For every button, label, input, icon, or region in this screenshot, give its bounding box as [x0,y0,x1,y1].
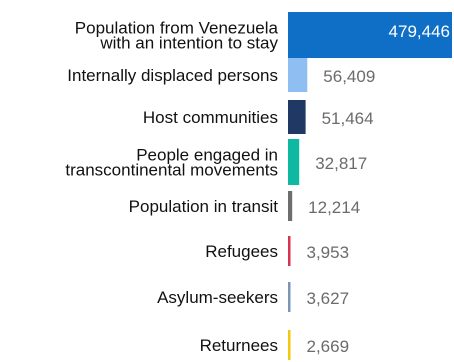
bar-5 [288,191,293,221]
value-label-3: 51,464 [322,109,374,128]
bar-2 [288,58,308,92]
bar-4 [288,139,300,185]
value-label-8: 2,669 [307,337,350,356]
bar-8 [288,330,291,360]
category-label-4: People engaged in transcontinental moveme… [65,146,278,180]
category-label-2: Internally displaced persons [67,66,278,85]
category-label-8: Returnees [200,336,278,355]
value-label-5: 12,214 [308,198,360,217]
bar-6 [288,236,291,266]
bar-1 [288,12,452,58]
category-label-7: Asylum-seekers [157,288,278,307]
category-label-3: Host communities [143,108,278,127]
value-label-2: 56,409 [323,67,375,86]
value-label-6: 3,953 [307,243,350,262]
bar-7 [288,282,291,312]
category-label-6: Refugees [205,242,278,261]
category-label-5: Population in transit [129,197,279,216]
bar-3 [288,100,306,134]
category-label-1: Population from Venezuela with an intenti… [75,19,279,53]
value-label-4: 32,817 [315,154,367,173]
value-label-1: 479,446 [389,22,450,41]
value-label-7: 3,627 [307,289,350,308]
